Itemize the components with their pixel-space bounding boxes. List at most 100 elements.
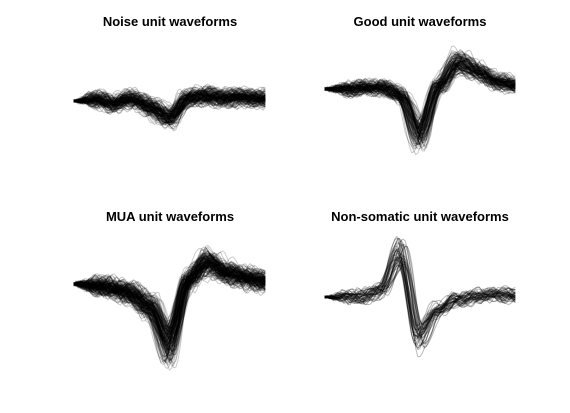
waveform-trace-noise	[73, 87, 266, 129]
waveform-trace-nonsomatic	[324, 237, 516, 347]
waveform-trace-mua	[73, 265, 266, 325]
waveform-trace-nonsomatic	[324, 244, 516, 344]
waveform-trace-mua	[73, 254, 266, 351]
waveform-trace-noise	[73, 89, 266, 122]
waveform-trace-noise	[73, 88, 266, 126]
waveform-trace-noise	[73, 88, 266, 113]
waveform-trace-good	[324, 59, 516, 136]
waveform-trace-nonsomatic	[324, 245, 516, 345]
waveform-trace-mua	[73, 267, 266, 328]
waveform-trace-mua	[73, 257, 266, 346]
waveform-trace-good	[324, 56, 516, 147]
waveform-trace-mua	[73, 252, 266, 351]
waveform-trace-good	[324, 50, 516, 150]
waveform-trace-mua	[73, 262, 266, 339]
waveform-trace-noise	[73, 90, 266, 114]
waveform-trace-noise	[73, 91, 266, 118]
waveform-trace-mua	[73, 256, 266, 350]
waveform-trace-good	[324, 48, 516, 147]
waveform-trace-mua	[73, 256, 266, 335]
waveform-trace-noise	[73, 86, 266, 132]
waveform-trace-noise	[73, 87, 266, 124]
waveform-trace-good	[324, 57, 516, 147]
waveform-trace-good	[324, 54, 516, 145]
waveform-trace-mua	[73, 261, 266, 319]
waveform-trace-mua	[73, 260, 266, 323]
waveform-trace-nonsomatic	[324, 237, 516, 349]
waveform-trace-good	[324, 53, 516, 146]
waveform-trace-good	[324, 67, 516, 129]
waveform-trace-nonsomatic	[324, 256, 516, 335]
waveform-trace-mua	[73, 261, 266, 336]
waveform-trace-mua	[73, 265, 266, 344]
waveform-trace-good	[324, 70, 516, 124]
waveform-trace-noise	[73, 90, 266, 124]
waveform-trace-noise	[73, 89, 266, 124]
waveform-trace-noise	[73, 90, 266, 122]
waveform-trace-noise	[73, 87, 266, 127]
waveform-trace-noise	[73, 87, 266, 125]
waveform-trace-good	[324, 51, 516, 143]
waveform-trace-mua	[73, 252, 266, 353]
waveform-trace-good	[324, 64, 516, 130]
waveform-trace-noise	[73, 90, 266, 120]
panel-title-nonsomatic: Non-somatic unit waveforms	[331, 209, 509, 224]
waveform-trace-noise	[73, 90, 266, 126]
waveform-trace-good	[324, 63, 516, 130]
waveform-trace-noise	[73, 89, 266, 122]
waveform-trace-good	[324, 62, 516, 130]
waveform-trace-good	[324, 58, 516, 144]
waveform-trace-noise	[73, 87, 266, 125]
waveform-trace-mua	[73, 262, 266, 330]
waveform-trace-mua	[73, 260, 266, 347]
waveform-trace-mua	[73, 252, 266, 347]
waveform-trace-noise	[73, 93, 266, 119]
waveform-trace-good	[324, 61, 516, 129]
waveform-trace-mua	[73, 261, 266, 335]
waveform-trace-noise	[73, 87, 266, 116]
waveform-trace-mua	[73, 265, 266, 327]
waveform-trace-good	[324, 62, 516, 131]
waveform-trace-good	[324, 57, 516, 140]
waveform-trace-nonsomatic	[324, 254, 516, 333]
waveform-trace-noise	[73, 89, 266, 123]
waveform-trace-mua	[73, 261, 266, 329]
waveform-trace-noise	[73, 90, 266, 124]
waveform-trace-good	[324, 60, 516, 137]
waveform-trace-nonsomatic	[324, 250, 516, 338]
waveform-trace-good	[324, 60, 516, 125]
waveform-trace-good	[324, 53, 516, 139]
waveform-trace-mua	[73, 246, 266, 358]
waveform-trace-good	[324, 56, 516, 142]
waveform-trace-noise	[73, 89, 266, 124]
waveform-trace-noise	[73, 86, 266, 130]
waveform-trace-mua	[73, 247, 266, 363]
waveform-trace-mua	[73, 250, 266, 350]
waveform-trace-mua	[73, 247, 266, 355]
waveform-trace-noise	[73, 93, 266, 114]
waveform-trace-noise	[73, 92, 266, 115]
waveform-trace-noise	[73, 88, 266, 120]
waveform-trace-noise	[73, 89, 266, 125]
waveform-trace-mua	[73, 252, 266, 340]
waveform-trace-noise	[73, 92, 266, 123]
waveform-trace-nonsomatic	[324, 257, 516, 330]
waveform-trace-good	[324, 59, 516, 134]
waveform-trace-good	[324, 62, 516, 132]
waveform-trace-mua	[73, 257, 266, 356]
waveform-trace-noise	[73, 88, 266, 120]
waveform-trace-nonsomatic	[324, 244, 516, 346]
waveform-trace-mua	[73, 256, 266, 358]
waveform-trace-mua	[73, 256, 266, 353]
waveform-trace-noise	[73, 91, 266, 115]
waveform-trace-mua	[73, 256, 266, 352]
waveform-trace-mua	[73, 254, 266, 339]
waveform-trace-noise	[73, 93, 266, 121]
waveform-trace-noise	[73, 90, 266, 121]
waveform-trace-mua	[73, 256, 266, 352]
panel-title-noise: Noise unit waveforms	[103, 14, 237, 29]
waveform-trace-mua	[73, 264, 266, 336]
waveform-trace-mua	[73, 250, 266, 356]
panel-traces-noise	[73, 83, 266, 132]
waveform-trace-good	[324, 66, 516, 129]
